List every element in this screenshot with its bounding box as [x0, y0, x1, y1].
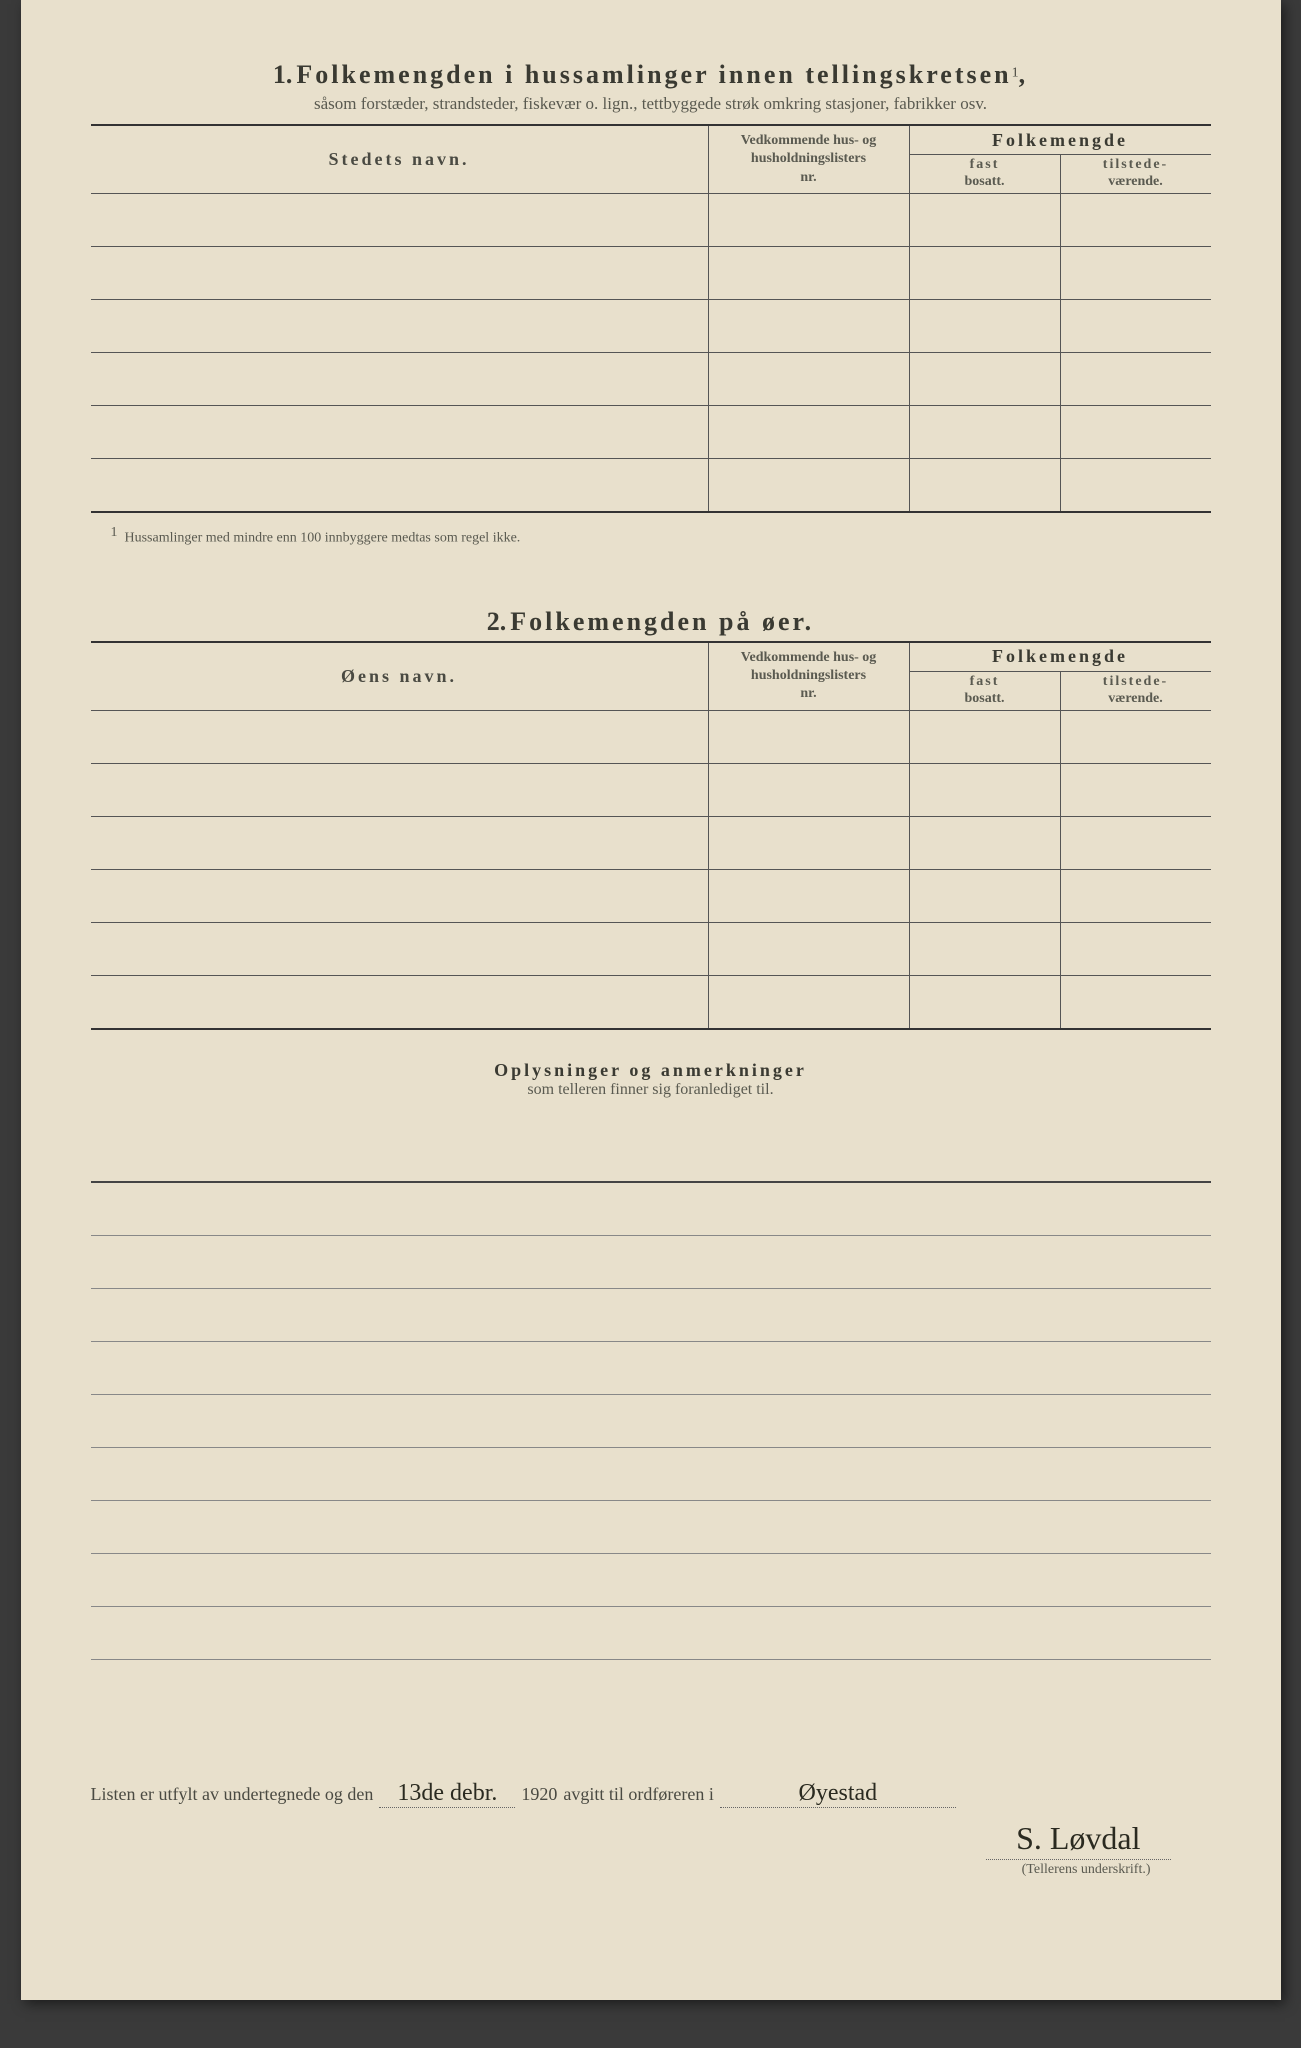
footer-prefix: Listen er utfylt av undertegnede og den	[91, 1784, 374, 1805]
ruled-line	[91, 1289, 1211, 1342]
section1-title: Folkemengden i hussamlinger innen tellin…	[296, 60, 1011, 89]
section2-title: Folkemengden på øer.	[510, 607, 814, 636]
ruled-line	[91, 1183, 1211, 1236]
section2-title-block: 2. Folkemengden på øer.	[91, 607, 1211, 637]
signature-caption: (Tellerens underskrift.)	[1022, 1862, 1151, 1878]
ruled-line	[91, 1501, 1211, 1554]
section1-number: 1.	[273, 60, 293, 89]
section1-table: Stedets navn. Vedkommende hus- og hushol…	[91, 124, 1211, 513]
col-fast2: fast bosatt.	[909, 671, 1060, 710]
footer-mid: avgitt til ordføreren i	[563, 1784, 713, 1805]
signature-handwritten: S. Løvdal	[986, 1820, 1170, 1860]
section2-number: 2.	[487, 607, 507, 636]
census-form-page: 1. Folkemengden i hussamlinger innen tel…	[21, 0, 1281, 2000]
ruled-line	[91, 1554, 1211, 1607]
ruled-line	[91, 1342, 1211, 1395]
col-folkemengde2: Folkemengde	[909, 642, 1211, 672]
section1-footnote: 1 Hussamlinger med mindre enn 100 innbyg…	[111, 525, 1211, 547]
ruled-line	[91, 1448, 1211, 1501]
col-tilstede: tilstede- værende.	[1060, 155, 1211, 194]
section2: 2. Folkemengden på øer. Øens navn. Vedko…	[91, 607, 1211, 1030]
col-fast: fast bosatt.	[909, 155, 1060, 194]
section1-superscript: 1	[1012, 66, 1019, 81]
section1-subtitle: såsom forstæder, strandsteder, fiskevær …	[91, 94, 1211, 114]
col-tilstede2: tilstede- værende.	[1060, 671, 1211, 710]
col-stedets-navn: Stedets navn.	[91, 125, 709, 194]
remarks-lines	[91, 1129, 1211, 1660]
section1-title-block: 1. Folkemengden i hussamlinger innen tel…	[91, 60, 1211, 90]
ruled-line	[91, 1607, 1211, 1660]
footer-date-handwritten: 13de debr.	[379, 1780, 515, 1808]
ruled-line	[91, 1395, 1211, 1448]
col-husholdning2: Vedkommende hus- og husholdningslisters …	[708, 642, 909, 711]
col-folkemengde: Folkemengde	[909, 125, 1211, 155]
signature-block: Listen er utfylt av undertegnede og den …	[91, 1780, 1211, 1808]
col-husholdning: Vedkommende hus- og husholdningslisters …	[708, 125, 909, 194]
footer-year: 1920	[521, 1784, 557, 1805]
footer-place-handwritten: Øyestad	[720, 1780, 956, 1808]
remarks-subtitle: som telleren finner sig foranlediget til…	[91, 1081, 1211, 1099]
ruled-line	[91, 1129, 1211, 1183]
section2-table: Øens navn. Vedkommende hus- og husholdni…	[91, 641, 1211, 1030]
remarks-title: Oplysninger og anmerkninger	[91, 1060, 1211, 1081]
col-oens-navn: Øens navn.	[91, 642, 709, 711]
ruled-line	[91, 1236, 1211, 1289]
